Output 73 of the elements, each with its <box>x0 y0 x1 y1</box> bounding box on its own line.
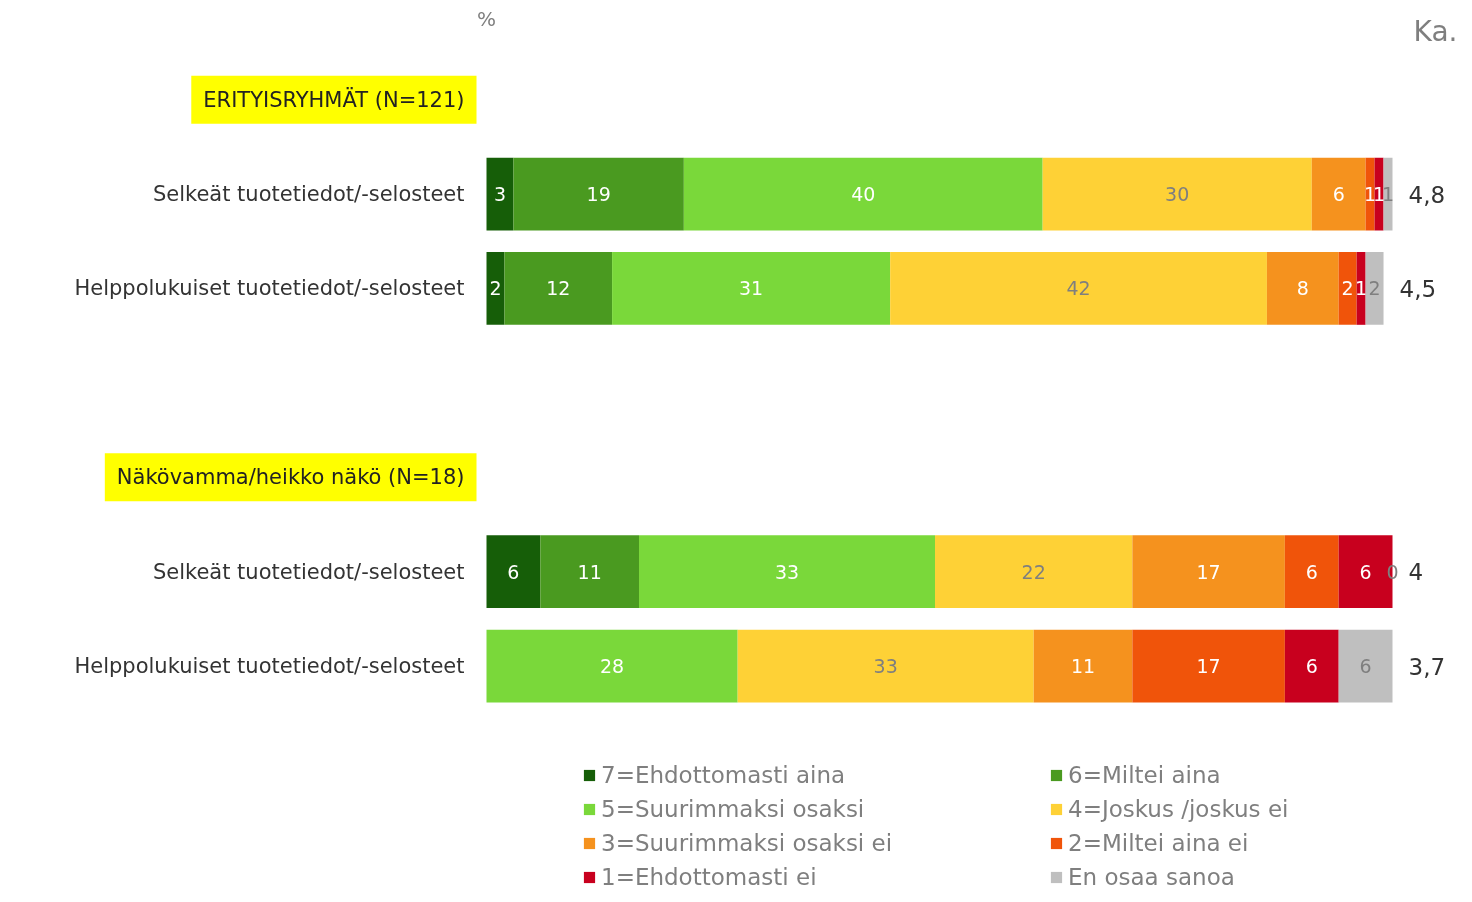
data-label: 11 <box>1070 655 1096 678</box>
data-label: 30 <box>1165 183 1190 206</box>
bar <box>486 535 541 609</box>
y-tick-label: Helppolukuiset tuotetiedot/-selosteet <box>74 654 465 679</box>
data-label: 2 <box>489 277 502 300</box>
bar <box>486 629 738 703</box>
y-tick-label: Helppolukuiset tuotetiedot/-selosteet <box>74 276 465 301</box>
data-label: 6 <box>1305 560 1318 583</box>
data-label: 12 <box>546 277 571 300</box>
bar <box>1033 629 1133 703</box>
data-label: 6 <box>1359 560 1372 583</box>
data-label: 17 <box>1196 655 1221 678</box>
data-label: 42 <box>1066 277 1091 300</box>
bar <box>1356 252 1366 325</box>
data-label: 0 <box>1386 560 1399 583</box>
data-label: 40 <box>851 183 876 206</box>
bar <box>1284 629 1339 703</box>
data-label: 6 <box>1305 655 1318 678</box>
text: Ka. <box>1413 14 1458 48</box>
data-label: 6 <box>1332 183 1345 206</box>
bar <box>612 252 891 325</box>
y-tick-label: Selkeät tuotetiedot/-selosteet <box>152 182 465 207</box>
bar <box>1383 157 1393 231</box>
bar <box>890 252 1267 325</box>
legend-label: 2=Miltei aina ei <box>1068 830 1250 856</box>
bar <box>1338 252 1357 325</box>
bar <box>737 629 1034 703</box>
data-label: 2 <box>1341 277 1354 300</box>
data-label: 6 <box>507 560 520 583</box>
bar <box>1338 629 1393 703</box>
data-label: 11 <box>577 560 602 583</box>
data-label: 19 <box>586 183 611 206</box>
bar <box>1365 157 1375 231</box>
legend-label: 4=Joskus /joskus ei <box>1068 796 1290 822</box>
bar <box>1132 629 1285 703</box>
y-tick-label: ERITYISRYHMÄT (N=121) <box>203 86 465 112</box>
bar <box>1266 252 1339 325</box>
bar <box>683 157 1043 231</box>
legend-label: 5=Suurimmaksi osaksi <box>601 796 866 822</box>
text: 4,5 <box>1399 275 1437 302</box>
text: 3,7 <box>1408 653 1446 680</box>
data-label: 2 <box>1368 277 1381 300</box>
bar <box>1132 535 1285 609</box>
data-label: 28 <box>600 655 625 678</box>
data-label: 17 <box>1196 560 1221 583</box>
data-label: 6 <box>1359 655 1372 678</box>
legend-label: 7=Ehdottomasti aina <box>601 762 847 788</box>
bar <box>504 252 613 325</box>
y-tick-label: Selkeät tuotetiedot/-selosteet <box>152 559 465 584</box>
text: 4,8 <box>1408 181 1446 208</box>
data-label: 31 <box>739 277 764 300</box>
text: 4 <box>1408 559 1424 586</box>
bar <box>486 157 514 231</box>
data-label: 3 <box>493 183 507 206</box>
bar <box>513 157 684 231</box>
bar <box>1365 252 1384 325</box>
data-label: 22 <box>1021 560 1046 583</box>
legend-label: 3=Suurimmaksi osaksi ei <box>601 830 894 856</box>
legend-label: En osaa sanoa <box>1068 864 1236 890</box>
data-label: 33 <box>873 655 898 678</box>
bar <box>540 535 639 609</box>
bar <box>1042 157 1312 231</box>
data-label: 8 <box>1296 277 1309 300</box>
bar <box>1311 157 1366 231</box>
text: % <box>477 6 497 31</box>
legend-label: 6=Miltei aina <box>1068 762 1222 788</box>
legend-label: 1=Ehdottomasti ei <box>601 864 818 890</box>
bar <box>935 535 1133 609</box>
y-tick-label: Näkövamma/heikko näkö (N=18) <box>116 465 465 490</box>
data-label: 1 <box>1355 277 1368 300</box>
bar <box>1284 535 1339 609</box>
data-label: 33 <box>774 560 800 583</box>
bar <box>639 535 936 609</box>
